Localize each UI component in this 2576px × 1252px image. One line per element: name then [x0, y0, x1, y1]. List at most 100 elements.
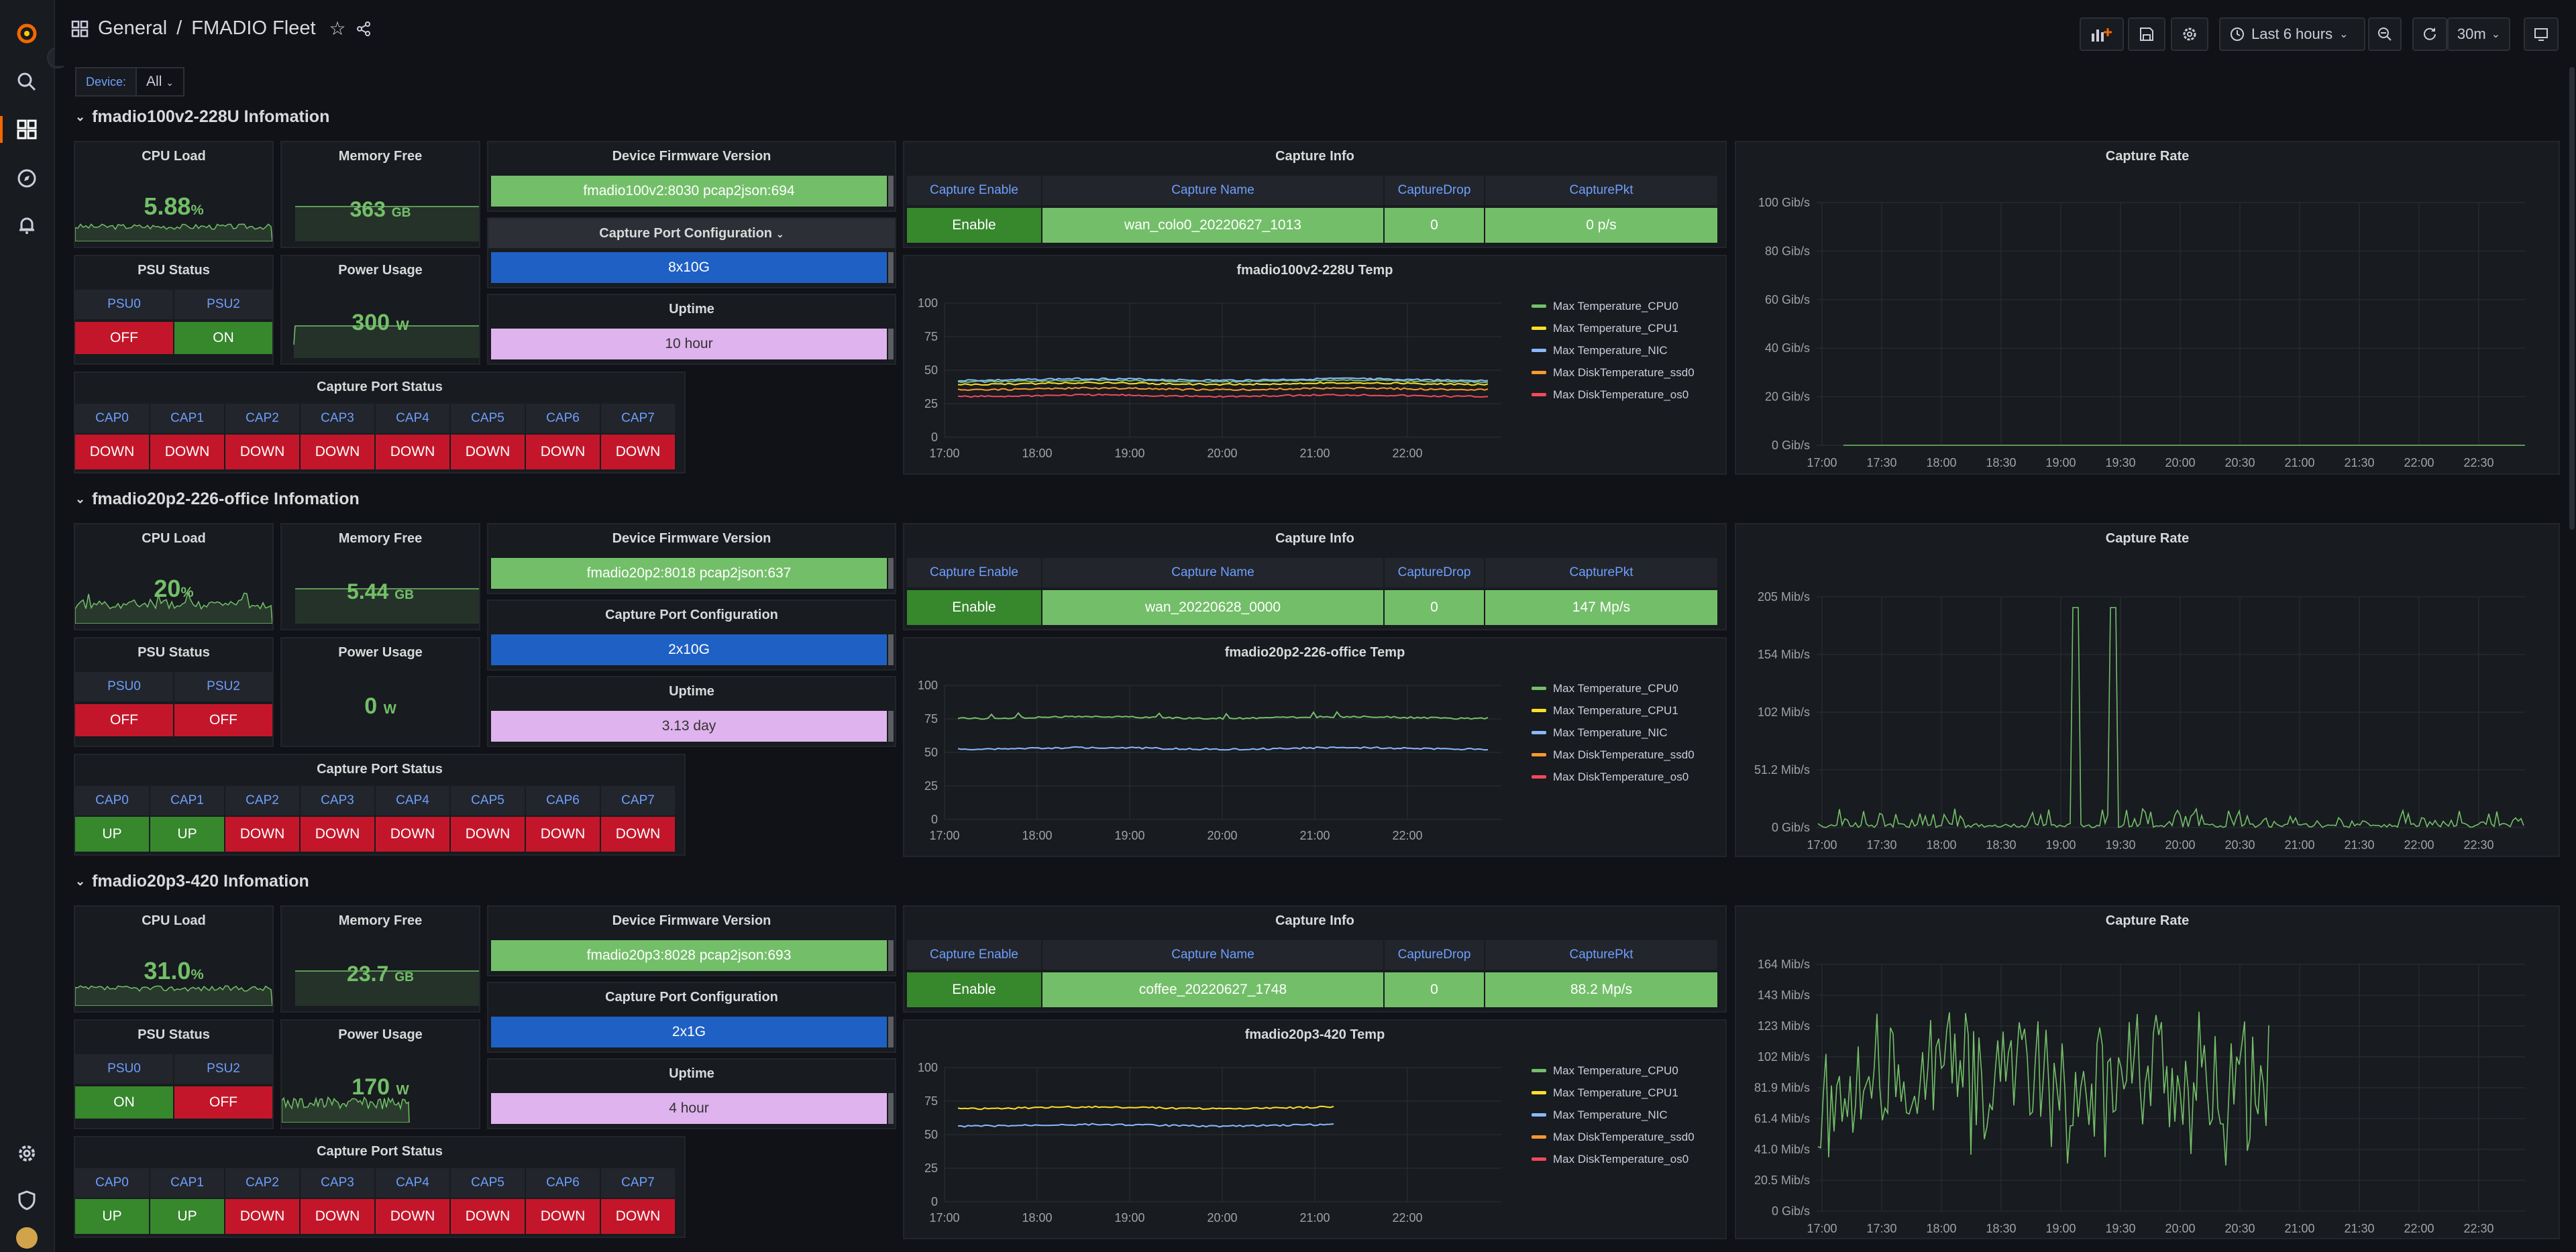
memory-free-panel[interactable]: Memory Free 5.44 GB	[280, 523, 480, 630]
power-usage-panel[interactable]: Power Usage 170 W	[280, 1019, 480, 1129]
chevron-down-icon[interactable]: ⌄	[75, 492, 86, 506]
user-avatar-icon[interactable]	[0, 1227, 54, 1252]
dashboard-settings-button[interactable]	[2171, 17, 2208, 51]
temperature-legend: Max Temperature_CPU0 Max Temperature_CPU1…	[1532, 677, 1695, 788]
capture-rate-panel[interactable]: Capture Rate 164 Mib/s 143 Mib/s 123 Mib/s 1…	[1735, 905, 2560, 1239]
panel-scrollbar[interactable]	[888, 711, 894, 742]
legend-item[interactable]: Max Temperature_CPU0	[1532, 295, 1695, 317]
explore-compass-icon[interactable]	[0, 158, 54, 198]
refresh-interval-picker[interactable]: 30m ⌄	[2447, 17, 2510, 51]
dashboard-title[interactable]: FMADIO Fleet	[191, 17, 316, 39]
power-sparkline	[282, 1096, 410, 1123]
rate-x-tick: 19:30	[2105, 838, 2135, 852]
legend-item[interactable]: Max Temperature_CPU1	[1532, 317, 1695, 339]
port-configuration-panel[interactable]: Capture Port Configuration 2x10G	[487, 600, 896, 671]
panel-scrollbar[interactable]	[888, 558, 894, 589]
temperature-chart-panel[interactable]: fmadio20p2-226-office Temp 100 75 50 25 0 17:0…	[903, 637, 1727, 857]
port-configuration-panel[interactable]: Capture Port Configuration 2x1G	[487, 982, 896, 1053]
panel-scrollbar[interactable]	[888, 176, 894, 207]
capture-rate-series-line	[1817, 607, 2524, 829]
firmware-version-panel[interactable]: Device Firmware Version fmadio20p3:8028 p…	[487, 905, 896, 976]
rate-x-tick: 22:00	[2404, 838, 2434, 852]
capture-info-cell: 0	[1385, 208, 1484, 243]
alerting-bell-icon[interactable]	[0, 205, 54, 245]
grafana-logo-icon[interactable]	[0, 13, 54, 54]
firmware-version-panel[interactable]: Device Firmware Version fmadio20p2:8018 p…	[487, 523, 896, 594]
rate-x-tick: 17:30	[1866, 838, 1896, 852]
legend-item[interactable]: Max Temperature_CPU0	[1532, 1060, 1695, 1082]
breadcrumb-folder[interactable]: General	[98, 17, 168, 39]
legend-item[interactable]: Max DiskTemperature_os0	[1532, 1148, 1695, 1170]
settings-gear-icon[interactable]	[0, 1133, 54, 1174]
uptime-panel[interactable]: Uptime 10 hour	[487, 294, 896, 365]
power-sparkline-area	[294, 326, 479, 358]
power-usage-panel[interactable]: Power Usage 300 W	[280, 255, 480, 365]
save-dashboard-button[interactable]	[2128, 17, 2165, 51]
legend-item[interactable]: Max DiskTemperature_ssd0	[1532, 744, 1695, 766]
port-configuration-panel[interactable]: Capture Port Configuration ⌄ 8x10G	[487, 217, 896, 288]
panel-scrollbar[interactable]	[888, 1093, 894, 1124]
memory-sparkline	[295, 970, 479, 1006]
capture-rate-panel[interactable]: Capture Rate 100 Gib/s 80 Gib/s 60 Gib/s 40 …	[1735, 141, 2560, 475]
chevron-down-icon[interactable]: ⌄	[776, 229, 784, 239]
search-icon[interactable]	[0, 62, 54, 102]
uptime-panel[interactable]: Uptime 3.13 day	[487, 676, 896, 747]
panel-scrollbar[interactable]	[888, 634, 894, 665]
refresh-button[interactable]	[2412, 17, 2447, 51]
legend-item[interactable]: Max DiskTemperature_ssd0	[1532, 1126, 1695, 1148]
tv-mode-button[interactable]	[2524, 17, 2559, 51]
panel-scrollbar[interactable]	[888, 940, 894, 971]
legend-item[interactable]: Max Temperature_NIC	[1532, 339, 1695, 361]
dashboards-icon[interactable]	[0, 109, 54, 150]
capture-info-panel[interactable]: Capture Info Capture Enable Enable Capture …	[903, 905, 1727, 1013]
row-header[interactable]: ⌄ fmadio20p2-226-office Infomation	[75, 490, 360, 509]
shield-icon[interactable]	[0, 1180, 54, 1220]
psu-status-panel[interactable]: PSU Status PSU0 PSU2 OFF ON	[74, 255, 274, 365]
rate-y-tick: 20.5 Mib/s	[1754, 1174, 1810, 1187]
cpu-load-panel[interactable]: CPU Load 5.88%	[74, 141, 274, 248]
panel-scrollbar[interactable]	[888, 252, 894, 283]
memory-free-panel[interactable]: Memory Free 363 GB	[280, 141, 480, 248]
star-icon[interactable]: ☆	[329, 18, 346, 39]
panel-title: Uptime	[669, 302, 714, 317]
temperature-chart-panel[interactable]: fmadio100v2-228U Temp 100 75 50 25 0 17:00 18:0…	[903, 255, 1727, 475]
chevron-down-icon[interactable]: ⌄	[75, 874, 86, 888]
power-usage-value: 300 W	[282, 310, 479, 336]
time-range-picker[interactable]: Last 6 hours ⌄	[2219, 17, 2365, 51]
legend-item[interactable]: Max Temperature_NIC	[1532, 722, 1695, 744]
psu-status-panel[interactable]: PSU Status PSU0 PSU2 ON OFF	[74, 1019, 274, 1129]
cpu-load-value: 5.88%	[75, 192, 272, 221]
power-usage-panel[interactable]: Power Usage 0 W	[280, 637, 480, 747]
row-header[interactable]: ⌄ fmadio20p3-420 Infomation	[75, 872, 309, 891]
cpu-load-panel[interactable]: CPU Load 31.0%	[74, 905, 274, 1013]
capture-port-status-panel[interactable]: Capture Port Status CAP0 CAP1 CAP2 CAP3 CAP4 C…	[74, 754, 686, 856]
uptime-panel[interactable]: Uptime 4 hour	[487, 1058, 896, 1129]
capture-port-status-panel[interactable]: Capture Port Status CAP0 CAP1 CAP2 CAP3 CAP4 C…	[74, 372, 686, 473]
legend-item[interactable]: Max Temperature_CPU1	[1532, 699, 1695, 722]
add-panel-button[interactable]	[2080, 17, 2124, 51]
panel-scrollbar[interactable]	[888, 329, 894, 359]
row-header[interactable]: ⌄ fmadio100v2-228U Infomation	[75, 107, 329, 127]
capture-info-panel[interactable]: Capture Info Capture Enable Enable Capture …	[903, 141, 1727, 248]
panel-scrollbar[interactable]	[888, 1017, 894, 1047]
psu-status-panel[interactable]: PSU Status PSU0 PSU2 OFF OFF	[74, 637, 274, 747]
legend-item[interactable]: Max Temperature_NIC	[1532, 1104, 1695, 1126]
capture-port-state-cell: DOWN	[376, 817, 449, 852]
device-variable-select[interactable]: All ⌄	[137, 67, 184, 97]
firmware-version-panel[interactable]: Device Firmware Version fmadio100v2:8030 …	[487, 141, 896, 212]
share-icon[interactable]	[356, 21, 372, 37]
capture-rate-panel[interactable]: Capture Rate 205 Mib/s 154 Mib/s 102 Mib/s 5…	[1735, 523, 2560, 857]
chevron-down-icon[interactable]: ⌄	[75, 110, 86, 123]
scrollbar[interactable]	[2569, 67, 2575, 530]
legend-item[interactable]: Max DiskTemperature_ssd0	[1532, 361, 1695, 384]
legend-item[interactable]: Max DiskTemperature_os0	[1532, 766, 1695, 788]
memory-free-panel[interactable]: Memory Free 23.7 GB	[280, 905, 480, 1013]
legend-item[interactable]: Max Temperature_CPU0	[1532, 677, 1695, 699]
legend-item[interactable]: Max DiskTemperature_os0	[1532, 384, 1695, 406]
temperature-chart-panel[interactable]: fmadio20p3-420 Temp 100 75 50 25 0 17:00 18:00 1…	[903, 1019, 1727, 1239]
capture-info-panel[interactable]: Capture Info Capture Enable Enable Capture …	[903, 523, 1727, 630]
cpu-load-panel[interactable]: CPU Load 20%	[74, 523, 274, 630]
legend-item[interactable]: Max Temperature_CPU1	[1532, 1082, 1695, 1104]
zoom-out-button[interactable]	[2368, 17, 2402, 51]
capture-port-status-panel[interactable]: Capture Port Status CAP0 CAP1 CAP2 CAP3 CAP4 C…	[74, 1136, 686, 1238]
